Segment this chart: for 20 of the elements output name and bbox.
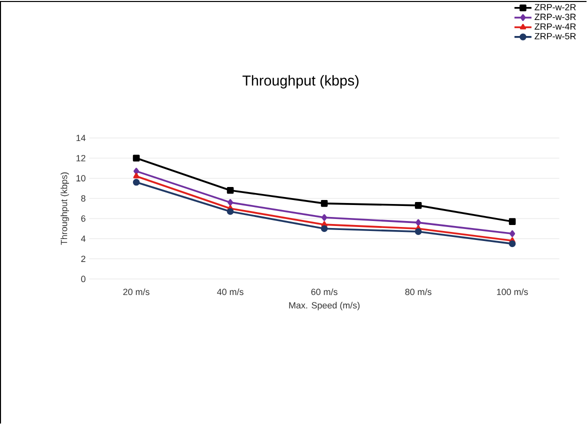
x-axis-title: Max. Speed (m/s) [289,302,360,310]
legend-label: ZRP-w-3R [534,14,576,20]
y-tick-label: 10 [76,175,86,182]
chart-title: Throughput (kbps) [242,75,358,88]
y-tick-label: 6 [81,215,86,222]
x-tick-label: 40 m/s [217,288,244,296]
y-tick-label: 14 [76,134,86,142]
x-tick-label: 20 m/s [123,288,150,296]
x-tick-label: 60 m/s [311,288,338,296]
y-tick-label: 12 [76,154,86,162]
x-tick-label: 100 m/s [497,288,528,296]
y-tick-label: 2 [81,256,86,262]
y-tick-label: 4 [81,236,86,242]
y-axis-title: Throughput (kbps) [60,172,69,245]
x-tick-label: 80 m/s [405,288,432,296]
y-tick-label: 8 [81,195,86,202]
y-tick-label: 0 [81,276,86,282]
legend-label: ZRP-w-2R [534,4,576,10]
legend-label: ZRP-w-4R [534,23,576,30]
legend-label: ZRP-w-5R [534,33,576,40]
